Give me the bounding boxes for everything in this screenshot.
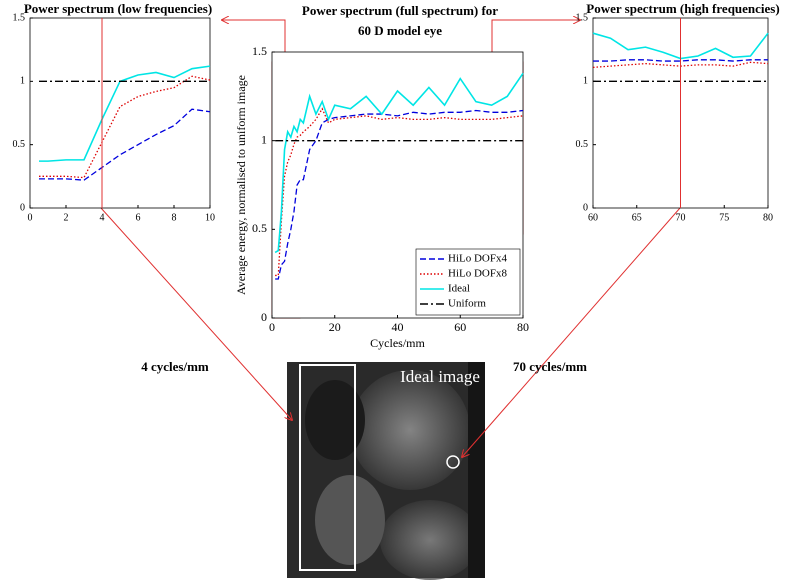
series-line (274, 72, 524, 254)
chart-title: Power spectrum (high frequencies) (586, 1, 779, 16)
x-tick-label: 80 (517, 320, 529, 334)
y-axis-label: Average energy, normalised to uniform im… (234, 75, 248, 295)
x-axis-label: Cycles/mm (370, 336, 425, 350)
chart-title: 60 D model eye (358, 23, 442, 38)
x-tick-label: 40 (392, 320, 404, 334)
y-tick-label: 0.5 (252, 221, 267, 235)
y-tick-label: 0.5 (13, 139, 26, 150)
y-tick-label: 1 (20, 76, 25, 87)
series-line (39, 75, 211, 179)
x-tick-label: 2 (64, 212, 69, 223)
x-tick-label: 0 (269, 320, 275, 334)
x-tick-label: 4 (100, 212, 105, 223)
x-tick-label: 60 (588, 212, 598, 223)
y-tick-label: 1.5 (252, 44, 267, 58)
chart-title: Power spectrum (full spectrum) for (302, 3, 498, 18)
image-label: Ideal image (400, 367, 480, 386)
annotation: 4 cycles/mm (141, 359, 209, 374)
ideal-image: Ideal image (287, 362, 485, 580)
y-tick-label: 0 (583, 202, 588, 213)
x-tick-label: 75 (719, 212, 729, 223)
x-tick-label: 6 (136, 212, 141, 223)
series-line (275, 107, 524, 277)
x-tick-label: 70 (676, 212, 686, 223)
legend (415, 248, 521, 316)
x-tick-label: 8 (172, 212, 177, 223)
y-tick-label: 0.5 (576, 139, 589, 150)
y-tick-label: 0 (20, 202, 25, 213)
y-tick-label: 1.5 (13, 12, 26, 23)
legend-label: Ideal (448, 283, 470, 295)
y-tick-label: 1.5 (576, 12, 589, 23)
x-tick-label: 20 (329, 320, 341, 334)
annotation: 70 cycles/mm (513, 359, 587, 374)
legend-label: HiLo DOFx4 (448, 253, 507, 265)
legend-label: Uniform (448, 298, 486, 310)
y-tick-label: 0 (261, 310, 267, 324)
series-line (593, 59, 768, 62)
x-tick-label: 0 (28, 212, 33, 223)
x-tick-label: 80 (763, 212, 773, 223)
legend-label: HiLo DOFx8 (448, 268, 507, 280)
x-tick-label: 10 (205, 212, 215, 223)
x-tick-label: 60 (454, 320, 466, 334)
chart-title: Power spectrum (low frequencies) (24, 1, 212, 16)
y-tick-label: 1 (583, 76, 588, 87)
series-line (39, 108, 211, 181)
y-tick-label: 1 (261, 132, 267, 146)
x-tick-label: 65 (632, 212, 642, 223)
